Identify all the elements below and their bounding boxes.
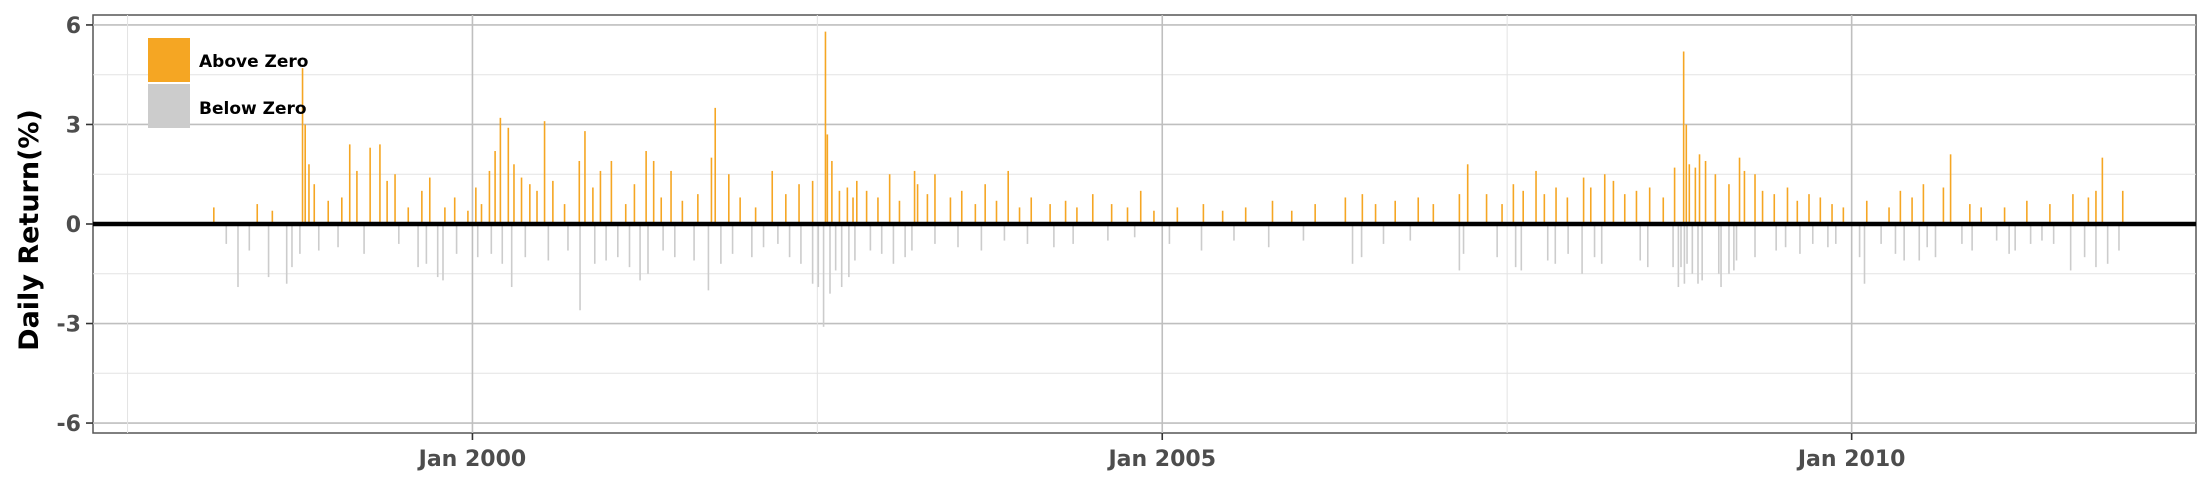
x-tick-label: Jan 2010 — [1796, 447, 1906, 472]
legend-label-below-zero: Below Zero — [199, 99, 307, 119]
y-tick-label: 3 — [66, 113, 81, 138]
y-tick-label: -3 — [57, 313, 81, 338]
legend-swatch-above-zero — [148, 38, 190, 82]
legend-label-above-zero: Above Zero — [199, 52, 308, 72]
legend-swatch-below-zero — [148, 84, 190, 128]
x-tick-label: Jan 2000 — [417, 447, 527, 472]
y-tick-label: -6 — [57, 412, 81, 437]
y-tick-label: 6 — [66, 14, 81, 39]
y-axis-title: Daily Return(%) — [14, 109, 45, 351]
y-tick-label: 0 — [66, 213, 81, 238]
legend: Above Zero Below Zero — [148, 38, 308, 128]
axes-layer: -6 -3 0 3 6 Jan 2000 Jan 2005 Jan 2010 — [57, 14, 2196, 472]
bars-layer — [213, 31, 2124, 327]
x-tick-label: Jan 2005 — [1106, 447, 1216, 472]
